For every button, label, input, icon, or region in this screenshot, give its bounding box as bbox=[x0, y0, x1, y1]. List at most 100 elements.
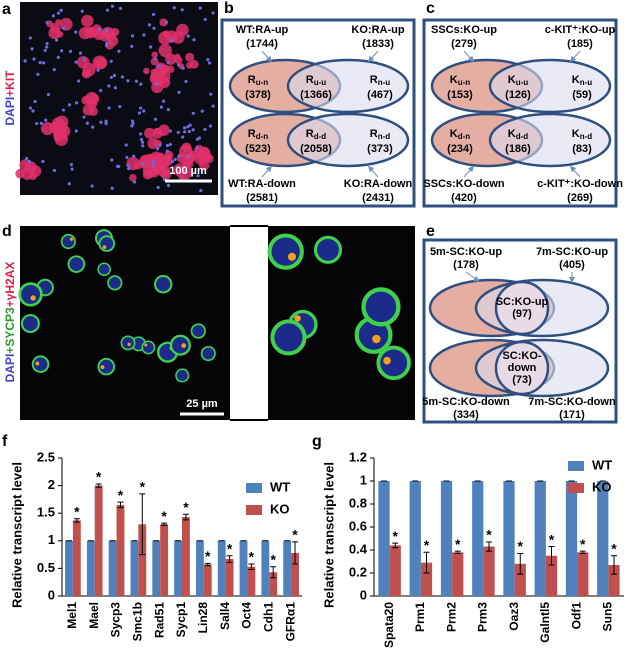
nucleus bbox=[45, 20, 49, 25]
nucleus bbox=[188, 123, 192, 127]
nucleus bbox=[43, 48, 47, 52]
bar bbox=[152, 540, 161, 596]
error-bar bbox=[182, 513, 189, 521]
overlap-text: SC:KO- bbox=[502, 350, 541, 362]
nucleus bbox=[85, 121, 89, 125]
stain-part: DAPI bbox=[3, 354, 17, 383]
error-bar bbox=[226, 555, 233, 563]
nucleus bbox=[99, 120, 103, 124]
cell bbox=[87, 27, 98, 38]
significance: * bbox=[161, 508, 167, 524]
overlap bbox=[494, 340, 550, 396]
focus bbox=[102, 245, 107, 249]
nucleus bbox=[30, 47, 34, 51]
error-bar bbox=[517, 552, 524, 575]
bar bbox=[452, 552, 464, 596]
region-symbol: R bbox=[370, 74, 378, 86]
set-name: WT:RA-down bbox=[228, 178, 296, 190]
set-name: 7m-SC:KO-down bbox=[528, 396, 616, 408]
bar bbox=[160, 524, 169, 596]
nucleus bbox=[165, 143, 170, 148]
nucleus bbox=[104, 119, 108, 123]
focus bbox=[372, 334, 381, 344]
nucleus bbox=[42, 61, 46, 65]
significance: * bbox=[549, 531, 555, 547]
arrow bbox=[463, 50, 474, 63]
stain-part: +KIT bbox=[3, 70, 17, 97]
nucleus bbox=[151, 160, 156, 164]
significance: * bbox=[518, 538, 524, 554]
arrow bbox=[368, 165, 379, 178]
bar bbox=[261, 540, 270, 596]
y-tick-label: 0 bbox=[360, 587, 367, 602]
nucleus bbox=[137, 111, 142, 115]
set-name: 5m-SC:KO-down bbox=[422, 396, 510, 408]
cell bbox=[161, 155, 173, 167]
x-tick-label: Prm1 bbox=[413, 602, 427, 632]
set-count: (420) bbox=[451, 192, 477, 204]
nucleus bbox=[33, 99, 37, 104]
nucleus bbox=[56, 11, 61, 15]
region-symbol: R bbox=[306, 128, 314, 140]
nucleus bbox=[126, 163, 130, 167]
nucleus bbox=[186, 125, 190, 129]
overlap-text: SC:KO-up bbox=[496, 296, 549, 308]
bar bbox=[247, 566, 256, 596]
nucleus bbox=[104, 121, 108, 126]
set-name: WT:RA-up bbox=[236, 24, 289, 36]
region-name: Kn-d bbox=[572, 128, 593, 141]
nucleus bbox=[186, 34, 190, 38]
significance: * bbox=[611, 540, 617, 556]
bar bbox=[94, 485, 103, 596]
nucleus bbox=[195, 146, 199, 150]
region-subscript: d-n bbox=[256, 132, 269, 141]
nucleus bbox=[91, 125, 95, 129]
nucleus bbox=[117, 49, 121, 53]
x-tick-label: Mel1 bbox=[65, 602, 79, 629]
nucleus bbox=[60, 49, 64, 53]
bar bbox=[108, 540, 117, 596]
nucleus bbox=[118, 104, 122, 109]
panel-label: e bbox=[426, 223, 435, 240]
cell bbox=[81, 69, 92, 79]
x-tick-label: Sall4 bbox=[218, 602, 232, 630]
region-count: (186) bbox=[505, 143, 531, 155]
cell bbox=[101, 26, 115, 40]
bar bbox=[225, 559, 234, 596]
bar bbox=[440, 481, 453, 596]
cell bbox=[81, 14, 94, 28]
nucleus bbox=[191, 128, 195, 132]
cell bbox=[60, 233, 76, 250]
region-count: (153) bbox=[447, 89, 473, 101]
cell bbox=[97, 357, 116, 376]
nucleus bbox=[200, 109, 204, 113]
nucleus bbox=[110, 186, 114, 190]
cell bbox=[143, 67, 150, 75]
nucleus bbox=[38, 61, 42, 65]
cell bbox=[361, 287, 401, 327]
focus bbox=[144, 343, 148, 347]
nucleus bbox=[35, 121, 39, 126]
cell bbox=[31, 355, 50, 374]
nucleus bbox=[104, 43, 109, 47]
nucleus bbox=[107, 106, 111, 110]
bar bbox=[389, 545, 401, 596]
nucleus bbox=[139, 106, 143, 110]
bar bbox=[182, 517, 190, 596]
nucleus bbox=[166, 183, 171, 188]
cell bbox=[18, 282, 43, 307]
nucleus bbox=[164, 20, 168, 24]
set-name: 7m-SC:KO-up bbox=[536, 246, 608, 258]
nucleus bbox=[153, 117, 158, 121]
focus bbox=[127, 342, 131, 347]
nucleus bbox=[62, 26, 66, 30]
panel-label: a bbox=[2, 1, 11, 18]
region-name: Rn-d bbox=[370, 128, 391, 141]
panel-label: g bbox=[312, 433, 322, 450]
nucleus bbox=[69, 163, 73, 167]
panel-label: c bbox=[426, 0, 435, 17]
significance: * bbox=[140, 479, 146, 495]
set-name: c-KIT⁺:KO-up bbox=[545, 24, 616, 36]
nucleus bbox=[196, 174, 200, 178]
